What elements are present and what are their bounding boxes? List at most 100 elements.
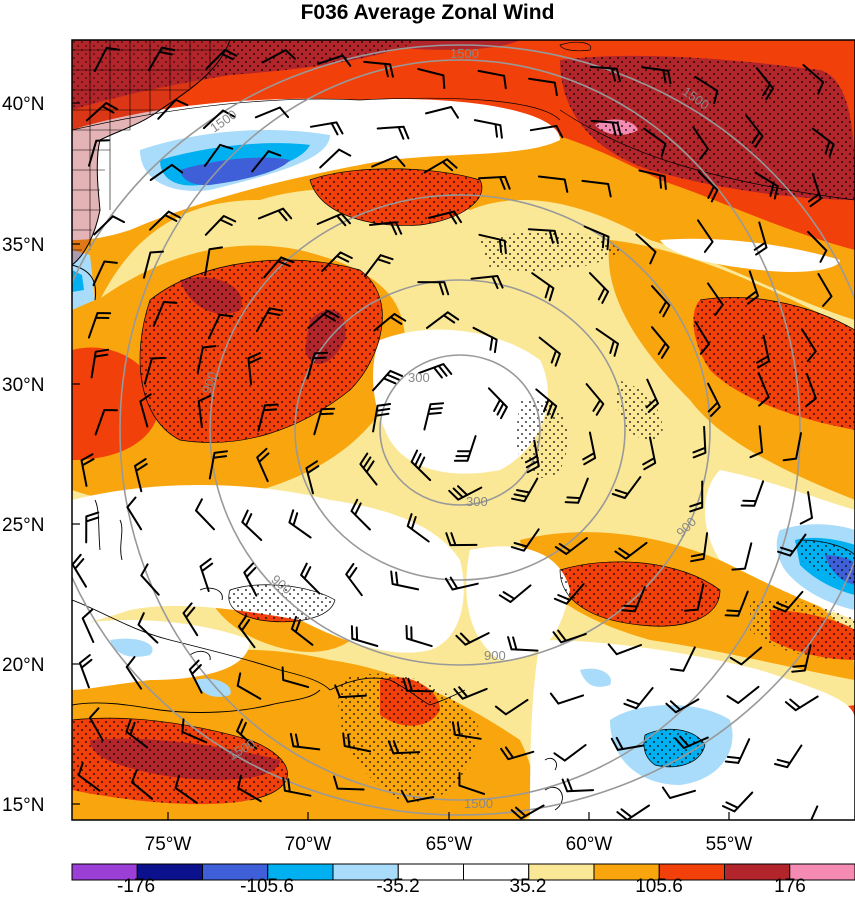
lat-label: 15°N xyxy=(2,795,44,816)
wind-barb xyxy=(500,746,535,761)
wind-barb xyxy=(694,75,719,105)
wind-barb xyxy=(755,67,775,101)
wind-barb xyxy=(334,684,367,699)
wind-barb xyxy=(247,352,262,386)
colorbar-label: -105.6 xyxy=(240,876,294,897)
wind-barb xyxy=(85,511,100,544)
wind-barb xyxy=(72,553,87,588)
wind-barb xyxy=(528,77,558,97)
wind-barb xyxy=(524,439,540,474)
wind-barb xyxy=(689,480,704,513)
wind-barb xyxy=(810,805,819,820)
wind-barb xyxy=(417,281,450,296)
wind-barb xyxy=(692,126,709,160)
wind-barb xyxy=(417,68,446,89)
wind-barb xyxy=(585,383,605,416)
wind-barb xyxy=(707,382,721,417)
wind-barb xyxy=(140,563,160,596)
colorbar-label: -176 xyxy=(117,876,155,897)
wind-barb xyxy=(799,491,813,525)
wind-barb xyxy=(553,744,587,762)
wind-barb xyxy=(478,175,511,190)
wind-barb xyxy=(554,537,588,555)
colorbar-label: 176 xyxy=(774,876,806,897)
wind-barb xyxy=(137,612,159,644)
wind-barb xyxy=(455,632,490,646)
wind-barb xyxy=(724,738,751,764)
wind-barb xyxy=(684,583,705,612)
wind-barb xyxy=(582,431,597,466)
wind-barb xyxy=(81,608,95,643)
wind-barb xyxy=(319,148,352,169)
wind-barb xyxy=(85,102,119,122)
wind-barb xyxy=(458,772,486,795)
wind-barb xyxy=(651,326,670,359)
wind-barb xyxy=(125,656,143,690)
wind-barb xyxy=(745,114,764,148)
wind-barb xyxy=(390,570,420,591)
wind-barb xyxy=(345,563,363,597)
wind-barb xyxy=(254,106,290,119)
wind-barb xyxy=(581,179,612,198)
wind-barb xyxy=(182,602,199,637)
wind-barb xyxy=(645,378,659,413)
wind-barb xyxy=(757,372,770,407)
wind-barb xyxy=(669,646,696,672)
colorbar-label: 35.2 xyxy=(510,876,547,897)
wind-barb xyxy=(549,692,585,705)
wind-barb xyxy=(78,654,93,689)
wind-barb xyxy=(473,119,503,139)
wind-barb xyxy=(538,336,561,367)
wind-barb xyxy=(305,460,320,495)
caribbean-coastlines xyxy=(72,499,563,811)
wind-barb xyxy=(641,66,672,85)
wind-barb xyxy=(722,791,754,813)
wind-barb xyxy=(811,127,835,158)
wind-barb xyxy=(564,477,589,504)
wind-barb xyxy=(321,251,353,272)
wind-barb xyxy=(181,718,208,744)
wind-barb xyxy=(174,774,198,804)
wind-barb xyxy=(387,740,421,755)
wind-barb xyxy=(487,387,508,420)
wind-barb xyxy=(611,476,642,499)
wind-barb xyxy=(134,458,148,493)
wind-barb xyxy=(125,718,149,749)
wind-barb xyxy=(614,541,648,560)
wind-barb xyxy=(453,435,477,462)
wind-barb xyxy=(507,636,539,652)
wind-barb xyxy=(623,687,654,710)
wind-barb xyxy=(359,452,378,486)
wind-barb xyxy=(199,557,214,593)
lat-label: 40°N xyxy=(2,94,44,115)
wind-barb xyxy=(782,432,802,462)
wind-barb xyxy=(143,356,166,385)
wind-barb xyxy=(316,212,351,227)
wind-barb xyxy=(588,272,610,304)
wind-barb xyxy=(707,282,724,316)
wind-barb xyxy=(697,170,719,203)
wind-barb xyxy=(152,301,178,327)
wind-barb xyxy=(423,402,445,431)
lat-label: 35°N xyxy=(2,235,44,256)
wind-barb xyxy=(410,449,432,482)
wind-barb xyxy=(257,403,279,432)
colorbar xyxy=(71,863,855,881)
wind-barb xyxy=(800,328,817,363)
wind-barb xyxy=(537,175,569,193)
colorbar-label: -35.2 xyxy=(376,876,419,897)
wind-barb xyxy=(754,171,779,200)
wind-fill-white xyxy=(72,98,855,820)
ring-label: 1500 xyxy=(450,46,479,61)
ring-label: 900 xyxy=(484,648,506,663)
wind-barb xyxy=(142,250,164,279)
wind-barb xyxy=(256,447,270,483)
wind-barb xyxy=(553,583,585,605)
wind-barb xyxy=(453,686,488,700)
wind-barb xyxy=(724,590,749,617)
plot-border xyxy=(71,39,855,821)
wind-barb xyxy=(697,219,714,253)
wind-barb xyxy=(616,804,650,820)
wind-barbs xyxy=(72,46,835,820)
wind-barb xyxy=(288,509,312,539)
